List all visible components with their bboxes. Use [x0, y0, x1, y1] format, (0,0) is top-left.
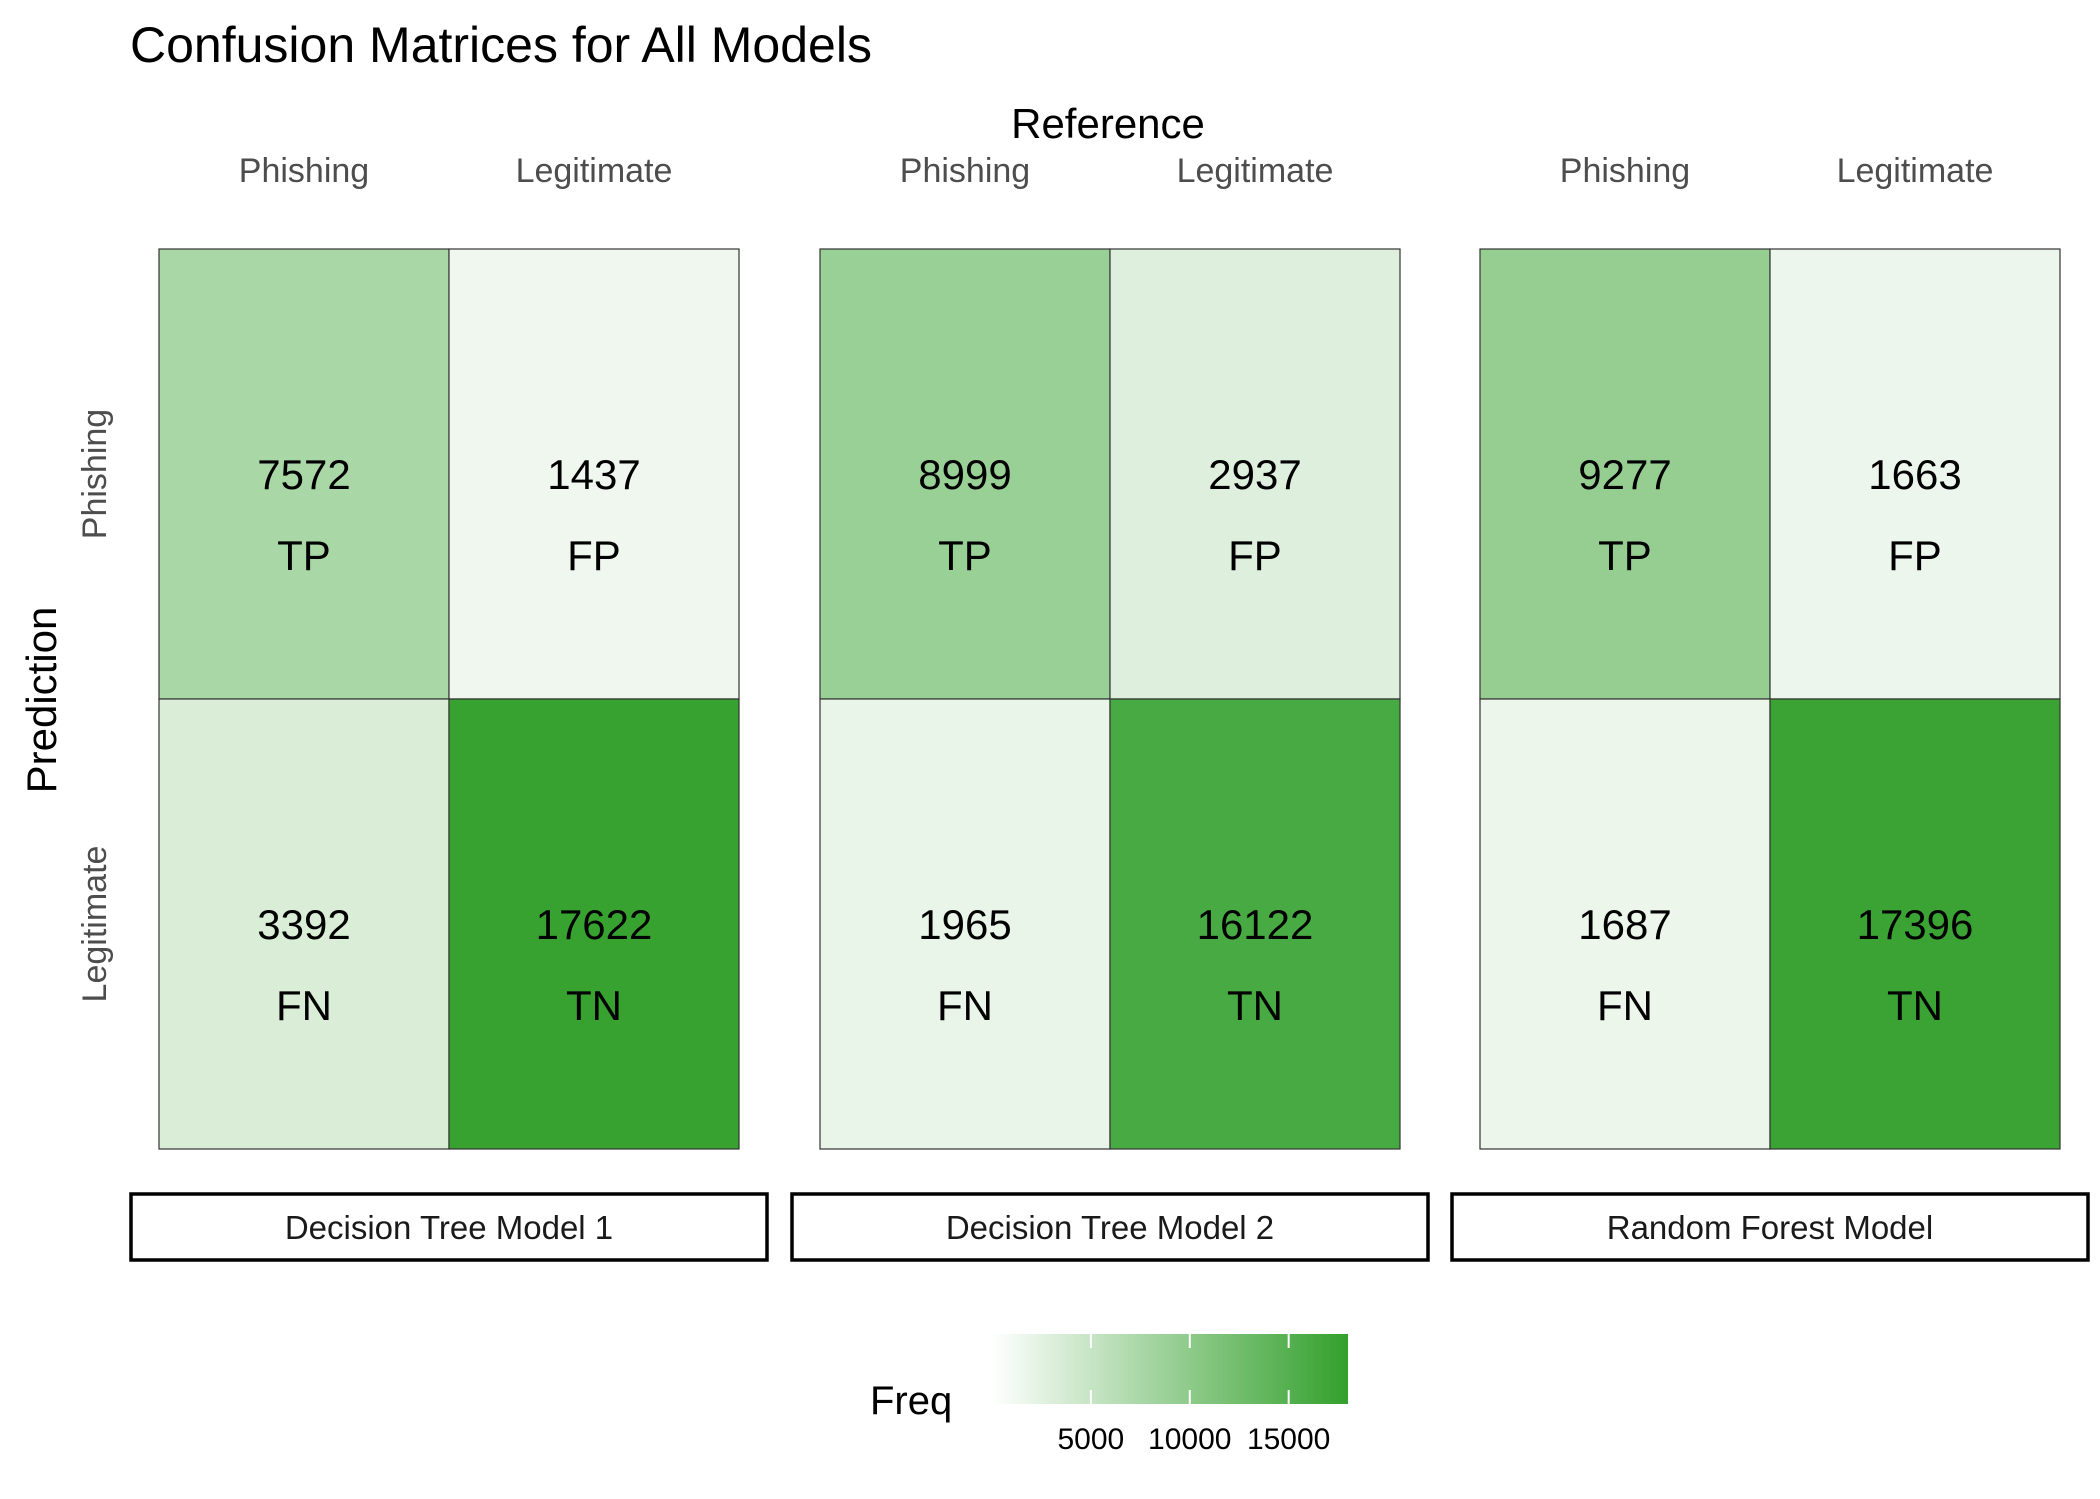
x-axis-title: Reference: [1011, 100, 1205, 147]
legend-tick-label: 5000: [1058, 1423, 1125, 1456]
legend-colorbar: [992, 1334, 1348, 1404]
cell-tag-label: TP: [1598, 532, 1652, 579]
cell-value-label: 1687: [1578, 901, 1671, 948]
panels: Phishing Legitimate 7572 TP 1437 FP 3392 FN 1762…: [129, 152, 2090, 1262]
cell-tag-label: TP: [277, 532, 331, 579]
x-tick-label: Phishing: [900, 152, 1030, 190]
panel-1: Phishing Legitimate 7572 TP 1437 FP 3392 FN 1762…: [129, 152, 769, 1262]
cell-tag-label: TN: [1227, 982, 1283, 1029]
heatmap-cell: [1109, 248, 1401, 700]
y-tick-label: Phishing: [76, 409, 114, 539]
heatmap-cell: [1769, 698, 2061, 1150]
legend-tick-label: 10000: [1148, 1423, 1231, 1456]
heatmap-cell: [448, 248, 740, 700]
cell-value-label: 1663: [1868, 451, 1961, 498]
cell-value-label: 3392: [257, 901, 350, 948]
cell-tag-label: TN: [566, 982, 622, 1029]
cell-tag-label: FN: [1597, 982, 1653, 1029]
cell-value-label: 16122: [1197, 901, 1314, 948]
cell-value-label: 7572: [257, 451, 350, 498]
x-tick-label: Legitimate: [1837, 152, 1994, 190]
chart-title: Confusion Matrices for All Models: [130, 17, 872, 73]
cell-tag-label: TN: [1887, 982, 1943, 1029]
x-tick-label: Phishing: [239, 152, 369, 190]
panel-2: Phishing Legitimate 8999 TP 2937 FP 1965 FN 1612…: [790, 152, 1430, 1262]
cell-tag-label: FP: [567, 532, 621, 579]
panel-3: Phishing Legitimate 9277 TP 1663 FP 1687 FN 1739…: [1450, 152, 2090, 1262]
x-tick-label: Phishing: [1560, 152, 1690, 190]
x-tick-label: Legitimate: [516, 152, 673, 190]
y-axis-title: Prediction: [18, 607, 65, 794]
cell-value-label: 1965: [918, 901, 1011, 948]
heatmap-cell: [1109, 698, 1401, 1150]
legend-ticks: 5000 10000 15000: [1058, 1334, 1330, 1456]
cell-tag-label: FN: [937, 982, 993, 1029]
heatmap-cell: [1479, 698, 1771, 1150]
cell-value-label: 1437: [547, 451, 640, 498]
cell-tag-label: TP: [938, 532, 992, 579]
facet-strip: [129, 1192, 769, 1262]
cell-value-label: 17396: [1857, 901, 1974, 948]
y-tick-label: Legitimate: [76, 846, 114, 1003]
cell-value-label: 17622: [536, 901, 653, 948]
cell-value-label: 8999: [918, 451, 1011, 498]
heatmap-cell: [819, 248, 1111, 700]
facet-strip-label: Decision Tree Model 1: [285, 1209, 613, 1246]
cell-tag-label: FN: [276, 982, 332, 1029]
heatmap-cell: [158, 248, 450, 700]
facet-strip: [790, 1192, 1430, 1262]
facet-strip-label: Decision Tree Model 2: [946, 1209, 1274, 1246]
heatmap-cell: [448, 698, 740, 1150]
legend-title: Freq: [870, 1379, 952, 1423]
heatmap-cell: [819, 698, 1111, 1150]
y-axis-ticks: Phishing Legitimate: [76, 409, 114, 1003]
cell-value-label: 9277: [1578, 451, 1671, 498]
facet-strip: [1450, 1192, 2090, 1262]
x-tick-label: Legitimate: [1177, 152, 1334, 190]
cell-value-label: 2937: [1208, 451, 1301, 498]
legend-tick-label: 15000: [1247, 1423, 1330, 1456]
heatmap-cell: [158, 698, 450, 1150]
cell-tag-label: FP: [1228, 532, 1282, 579]
heatmap-cell: [1769, 248, 2061, 700]
cell-tag-label: FP: [1888, 532, 1942, 579]
legend: Freq 5000 10000 15000: [870, 1334, 1348, 1456]
facet-strip-label: Random Forest Model: [1607, 1209, 1933, 1246]
